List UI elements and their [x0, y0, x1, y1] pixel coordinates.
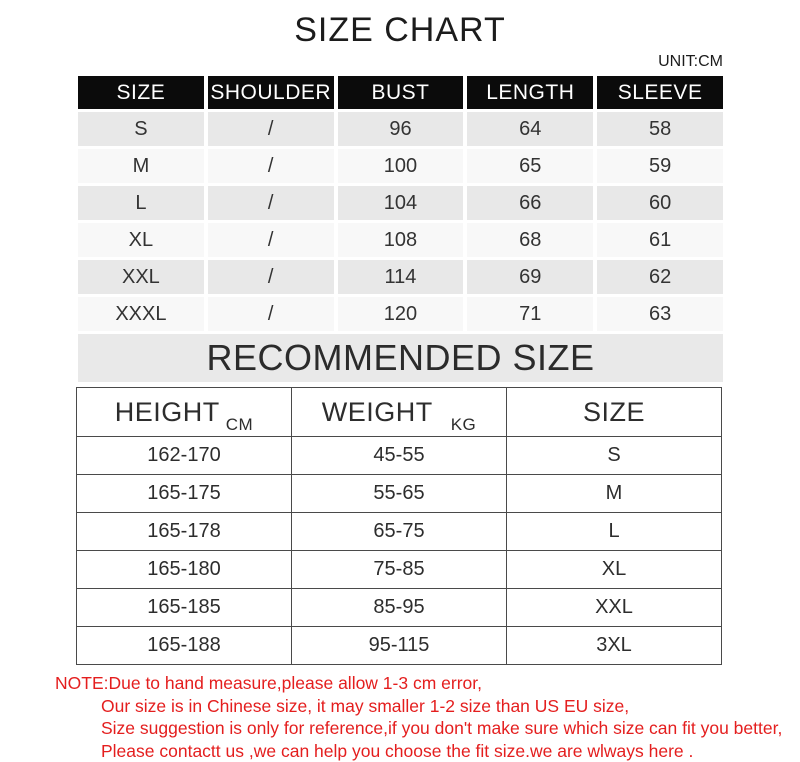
recommended-header-weight-unit: KG	[451, 415, 477, 434]
recommended-cell-weight: 55-65	[292, 475, 507, 513]
recommended-cell-weight: 95-115	[292, 627, 507, 665]
note-line: Please contactt us ,we can help you choo…	[55, 740, 800, 762]
size-table-cell: 65	[467, 149, 593, 183]
size-table-cell: 66	[467, 186, 593, 220]
size-table-cell: 104	[338, 186, 464, 220]
size-table-cell: 68	[467, 223, 593, 257]
size-table-cell: 69	[467, 260, 593, 294]
size-table-cell: 100	[338, 149, 464, 183]
size-table-cell: 114	[338, 260, 464, 294]
recommended-cell-weight: 45-55	[292, 437, 507, 475]
note-line: NOTE:Due to hand measure,please allow 1-…	[55, 672, 800, 695]
size-table-cell: 108	[338, 223, 464, 257]
size-table-cell: /	[208, 186, 334, 220]
recommended-cell-size: 3XL	[507, 627, 722, 665]
size-table-cell: /	[208, 260, 334, 294]
note-block: NOTE:Due to hand measure,please allow 1-…	[55, 672, 800, 762]
recommended-cell-height: 165-188	[77, 627, 292, 665]
size-table-cell: XL	[78, 223, 204, 257]
recommended-header-height: HEIGHT CM	[77, 388, 292, 437]
table-row: 162-170 45-55 S	[77, 437, 722, 475]
size-table-cell: 61	[597, 223, 723, 257]
size-table-cell: M	[78, 149, 204, 183]
size-table-cell: 63	[597, 297, 723, 331]
recommended-cell-height: 165-185	[77, 589, 292, 627]
table-row: 165-185 85-95 XXL	[77, 589, 722, 627]
recommended-header-weight-label: WEIGHT	[322, 397, 433, 427]
note-line: Size suggestion is only for reference,if…	[55, 717, 800, 740]
size-table-cell: /	[208, 297, 334, 331]
recommended-cell-size: S	[507, 437, 722, 475]
recommended-header-size: SIZE	[507, 388, 722, 437]
size-table-cell: /	[208, 149, 334, 183]
recommended-header-weight: WEIGHT KG	[292, 388, 507, 437]
size-table-cell: 64	[467, 112, 593, 146]
size-table-header-length: LENGTH	[467, 76, 593, 109]
recommended-cell-height: 165-175	[77, 475, 292, 513]
size-table: SIZE SHOULDER BUST LENGTH SLEEVE S / 96 …	[78, 76, 723, 331]
page-title: SIZE CHART	[0, 0, 800, 49]
size-table-cell: L	[78, 186, 204, 220]
recommended-header-height-unit: CM	[226, 415, 253, 434]
recommended-header-height-label: HEIGHT	[115, 397, 220, 427]
table-row: 165-188 95-115 3XL	[77, 627, 722, 665]
table-row: 165-180 75-85 XL	[77, 551, 722, 589]
recommended-cell-size: XL	[507, 551, 722, 589]
size-table-cell: /	[208, 112, 334, 146]
recommended-cell-height: 162-170	[77, 437, 292, 475]
size-table-header-sleeve: SLEEVE	[597, 76, 723, 109]
recommended-size-heading: RECOMMENDED SIZE	[78, 334, 723, 382]
size-table-header-size: SIZE	[78, 76, 204, 109]
size-table-cell: 96	[338, 112, 464, 146]
recommended-cell-size: L	[507, 513, 722, 551]
size-table-cell: XXL	[78, 260, 204, 294]
size-table-cell: 58	[597, 112, 723, 146]
size-table-cell: 120	[338, 297, 464, 331]
size-table-cell: 71	[467, 297, 593, 331]
recommended-cell-weight: 85-95	[292, 589, 507, 627]
recommended-cell-height: 165-178	[77, 513, 292, 551]
size-table-cell: 59	[597, 149, 723, 183]
size-table-cell: 62	[597, 260, 723, 294]
recommended-cell-weight: 75-85	[292, 551, 507, 589]
recommended-cell-size: XXL	[507, 589, 722, 627]
recommended-cell-size: M	[507, 475, 722, 513]
recommended-cell-weight: 65-75	[292, 513, 507, 551]
size-table-cell: XXXL	[78, 297, 204, 331]
size-table-header-shoulder: SHOULDER	[208, 76, 334, 109]
size-table-cell: S	[78, 112, 204, 146]
table-row: 165-175 55-65 M	[77, 475, 722, 513]
table-row: 165-178 65-75 L	[77, 513, 722, 551]
recommended-cell-height: 165-180	[77, 551, 292, 589]
size-table-cell: /	[208, 223, 334, 257]
recommended-size-table: HEIGHT CM WEIGHT KG SIZE 162-170 45-55 S 1…	[76, 387, 722, 665]
recommended-header-size-label: SIZE	[583, 397, 645, 427]
note-line: Our size is in Chinese size, it may smal…	[55, 695, 800, 718]
size-table-header-bust: BUST	[338, 76, 464, 109]
size-table-cell: 60	[597, 186, 723, 220]
unit-label: UNIT:CM	[78, 53, 723, 71]
